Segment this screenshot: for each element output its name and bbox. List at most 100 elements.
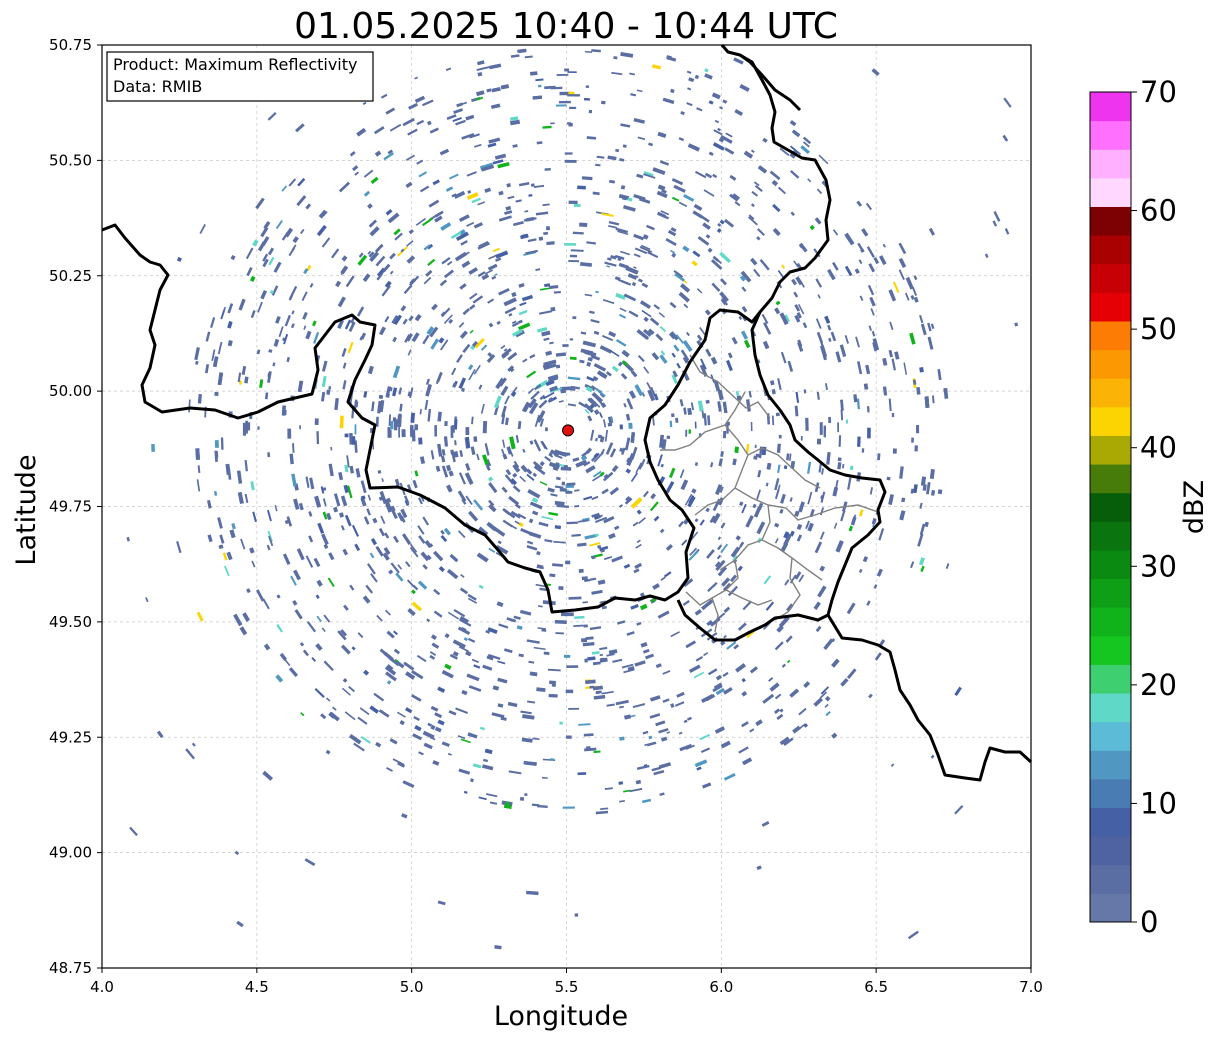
echo-cell — [356, 127, 367, 137]
echo-cell — [657, 184, 666, 191]
echo-cell — [842, 463, 845, 469]
echo-cell — [758, 446, 763, 459]
echo-cell — [511, 525, 517, 530]
echo-cell — [540, 566, 545, 570]
echo-cell — [498, 215, 512, 222]
echo-cell — [637, 136, 646, 140]
echo-cell — [291, 323, 295, 329]
echo-cell — [552, 466, 559, 471]
echo-cell — [207, 500, 212, 509]
echo-cell — [455, 119, 466, 126]
echo-cell — [494, 273, 498, 277]
echo-cell — [545, 350, 553, 356]
echo-cell — [417, 525, 425, 535]
echo-cell — [373, 126, 385, 135]
echo-cell — [467, 364, 474, 371]
echo-cell — [630, 432, 636, 443]
echo-cell — [769, 380, 775, 386]
echo-cell — [682, 600, 690, 606]
echo-cell — [263, 643, 271, 651]
echo-cell — [711, 259, 723, 270]
echo-cell — [535, 78, 544, 82]
echo-cell — [245, 247, 254, 260]
echo-cell — [871, 331, 876, 337]
echo-cell — [547, 377, 559, 383]
echo-cell — [702, 782, 712, 789]
echo-cell — [527, 387, 535, 395]
echo-cell — [609, 487, 619, 496]
echo-cell — [416, 159, 424, 165]
echo-cell — [460, 387, 466, 393]
echo-cell — [649, 713, 661, 719]
echo-cell — [379, 490, 388, 505]
echo-cell — [453, 556, 458, 561]
echo-cell — [667, 229, 677, 237]
echo-cell — [583, 460, 591, 467]
echo-cell — [316, 224, 327, 237]
echo-cell — [476, 66, 490, 71]
echo-cell — [196, 479, 201, 492]
echo-cell — [725, 359, 733, 372]
echo-cell — [407, 608, 416, 617]
echo-cell — [657, 454, 663, 467]
echo-cell — [311, 656, 317, 662]
echo-cell — [725, 132, 733, 138]
echo-cell — [634, 562, 643, 570]
echo-cell — [414, 95, 425, 103]
echo-cell — [219, 534, 225, 544]
echo-cell — [723, 606, 731, 613]
echo-cell — [550, 493, 558, 497]
colorbar-segment — [1090, 177, 1131, 207]
echo-cell — [472, 763, 482, 769]
echo-cell — [929, 469, 935, 479]
echo-cell — [691, 488, 697, 494]
echo-cell — [541, 330, 551, 337]
echo-cell — [647, 742, 657, 747]
echo-cell — [564, 152, 573, 155]
echo-cell — [330, 446, 333, 451]
echo-cell — [283, 333, 289, 345]
echo-cell — [753, 268, 761, 278]
echo-cell — [600, 451, 605, 456]
echo-cell — [349, 151, 356, 157]
echo-cell — [694, 421, 697, 429]
echo-cell — [316, 579, 323, 587]
echo-cell — [257, 301, 263, 313]
echo-cell — [879, 255, 887, 266]
echo-cell — [326, 512, 332, 521]
echo-cell — [252, 511, 257, 523]
echo-cell — [687, 496, 696, 508]
echo-cell — [535, 268, 541, 271]
echo-cell — [655, 333, 664, 342]
echo-cell — [748, 214, 755, 220]
echo-cell — [587, 415, 593, 422]
echo-cell — [660, 350, 666, 356]
echo-cell — [263, 226, 267, 231]
y-tick-label: 49.50 — [49, 613, 92, 631]
echo-cell — [460, 626, 467, 633]
echo-cell — [129, 826, 138, 837]
echo-cell — [599, 653, 603, 657]
echo-cell — [643, 171, 654, 177]
echo-cell — [363, 169, 374, 178]
echo-cell — [619, 307, 627, 312]
echo-cell — [794, 314, 801, 323]
echo-cell — [660, 463, 664, 468]
echo-cell — [453, 451, 459, 458]
echo-cell — [756, 865, 762, 871]
echo-cell — [374, 243, 384, 253]
echo-cell — [846, 602, 856, 615]
echo-cell — [637, 355, 645, 362]
echo-cell — [599, 436, 605, 443]
echo-cell — [603, 471, 614, 482]
echo-cell — [850, 516, 857, 526]
echo-cell — [682, 356, 689, 364]
echo-cell — [579, 222, 588, 228]
echo-cell — [475, 96, 484, 101]
echo-cell — [511, 322, 519, 328]
echo-cell — [567, 94, 580, 97]
echo-cell — [370, 573, 378, 583]
echo-cell — [783, 465, 788, 470]
echo-cell — [524, 793, 528, 797]
echo-cell — [318, 209, 328, 219]
